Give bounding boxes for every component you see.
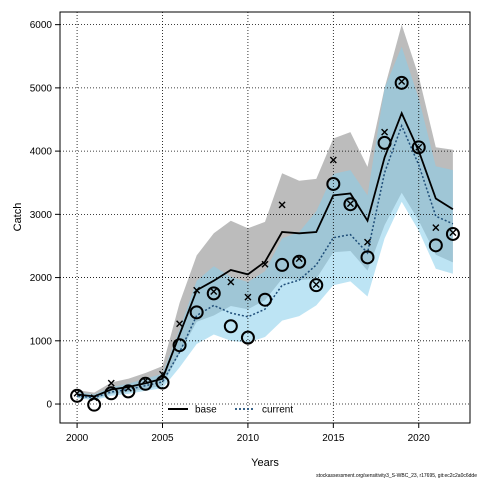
x-tick-label-2005: 2005 — [151, 433, 174, 444]
y-tick-label-2000: 2000 — [30, 273, 53, 284]
legend-label-current: current — [262, 405, 293, 416]
observed-point — [258, 292, 272, 307]
observed-point — [394, 75, 409, 90]
observed-point — [445, 226, 460, 241]
observed-point — [155, 375, 170, 390]
expected-marker — [449, 229, 457, 237]
x-axis-title: Years — [251, 457, 279, 469]
expected-marker — [398, 78, 406, 86]
observed-point — [172, 338, 187, 353]
x-tick-label-2010: 2010 — [237, 433, 260, 444]
observed-point — [240, 330, 255, 345]
observed-point — [138, 376, 153, 391]
expected-marker — [227, 278, 235, 286]
grid-lines — [60, 12, 470, 423]
footnote: stockassessment.org/sensitivity3_S-WBC_2… — [316, 473, 477, 479]
expected-marker — [244, 293, 252, 301]
expected-marker — [312, 281, 320, 289]
observed-point — [377, 135, 392, 150]
expected-marker — [415, 143, 423, 151]
y-tick-label-5000: 5000 — [30, 83, 53, 94]
axes: 2000 2005 2010 2015 2020 0 1000 2000 3000 4000 500… — [30, 20, 431, 444]
expected-marker — [364, 238, 371, 246]
observed-point — [189, 305, 204, 320]
observed-point — [326, 176, 341, 191]
expected-marker — [432, 224, 440, 232]
plot-frame — [59, 11, 471, 424]
x-tick-label-2000: 2000 — [66, 433, 89, 444]
observed-point — [411, 140, 426, 155]
expected-marker — [278, 201, 286, 209]
observed-point — [206, 286, 221, 301]
y-tick-label-3000: 3000 — [30, 210, 53, 221]
x-tick-label-2020: 2020 — [408, 433, 431, 444]
observed-point — [292, 254, 307, 269]
expected-marker — [329, 156, 337, 164]
observed-point — [223, 319, 238, 334]
legend: base current — [168, 405, 293, 416]
expected-marker — [193, 286, 201, 294]
observed-point — [104, 386, 119, 401]
band-current — [77, 46, 453, 401]
observed-point — [121, 384, 136, 399]
y-tick-label-0: 0 — [46, 400, 52, 411]
x-tick-label-2015: 2015 — [322, 433, 345, 444]
expected-marker — [210, 287, 218, 295]
expected-marker — [381, 128, 389, 136]
y-tick-label-1000: 1000 — [30, 336, 53, 347]
observed-point — [309, 278, 324, 293]
observed-point — [360, 250, 375, 265]
observed-point — [275, 257, 290, 272]
expected-marker — [73, 389, 81, 397]
y-axis-title: Catch — [12, 203, 24, 232]
expected-marker — [261, 260, 269, 268]
observed-point — [70, 388, 85, 403]
data-points — [70, 75, 460, 412]
y-tick-label-6000: 6000 — [30, 20, 53, 31]
observed-point — [428, 238, 443, 253]
expected-marker — [176, 320, 184, 328]
expected-marker — [346, 200, 354, 208]
observed-point — [87, 397, 102, 412]
observed-point — [343, 197, 358, 212]
legend-label-base: base — [195, 405, 217, 416]
confidence-bands — [77, 24, 453, 401]
expected-marker — [107, 379, 115, 387]
y-tick-label-4000: 4000 — [30, 147, 53, 158]
